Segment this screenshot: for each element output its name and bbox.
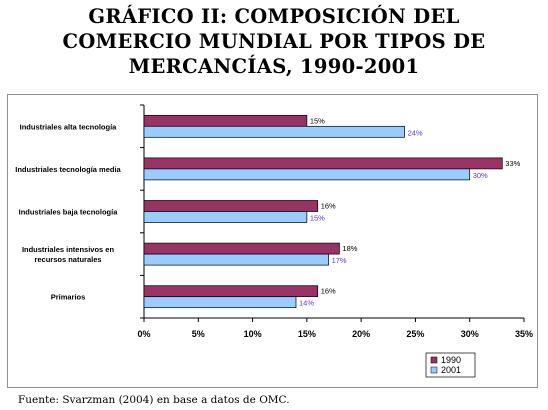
data-label-2001: 24% — [408, 128, 423, 137]
data-label-1990: 15% — [310, 116, 325, 125]
data-label-2001: 30% — [473, 171, 488, 180]
bar-1990 — [143, 285, 319, 298]
bar-2001 — [143, 296, 297, 309]
data-label-1990: 16% — [321, 202, 336, 211]
title-line-3: MERCANCÍAS, 1990-2001 — [128, 55, 420, 78]
x-tick-label: 25% — [406, 329, 424, 339]
category-label: Industriales alta tecnología — [20, 122, 118, 131]
chart-frame: 0% 5% 10% 15% 20% 25% 30% 35% Industriales alta … — [7, 94, 538, 388]
bar-2001 — [143, 125, 405, 138]
title-line-2: COMERCIO MUNDIAL POR TIPOS DE — [62, 30, 486, 53]
data-label-1990: 18% — [342, 244, 357, 253]
category-label: Industriales tecnología media — [15, 165, 121, 174]
bar-chart: 0% 5% 10% 15% 20% 25% 30% 35% Industriales alta … — [15, 104, 533, 378]
title-line-1: GRÁFICO II: COMPOSICIÓN DEL — [88, 5, 460, 28]
category-label: Primarios — [51, 293, 86, 302]
x-tick-label: 20% — [352, 329, 370, 339]
category-label: recursos naturales — [34, 255, 101, 264]
x-tick-label: 10% — [244, 329, 262, 339]
bar-1990 — [143, 157, 503, 170]
bar-2001 — [143, 211, 308, 223]
legend-label-1990: 1990 — [441, 355, 461, 365]
data-label-1990: 33% — [505, 159, 520, 168]
x-tick-label: 15% — [298, 329, 316, 339]
bar-2001 — [143, 168, 471, 181]
data-label-2001: 14% — [299, 299, 314, 308]
x-tick-label: 5% — [192, 329, 205, 339]
legend-label-2001: 2001 — [441, 365, 461, 375]
category-label: Industriales intensivos en — [22, 245, 115, 254]
data-label-2001: 15% — [310, 214, 325, 223]
legend-swatch-2001 — [430, 366, 438, 374]
legend-swatch-1990 — [430, 356, 438, 364]
x-tick-label: 35% — [515, 329, 533, 339]
chart-title: GRÁFICO II: COMPOSICIÓN DEL COMERCIO MUN… — [0, 4, 548, 79]
data-label-1990: 16% — [321, 287, 336, 296]
bar-2001 — [143, 253, 329, 266]
category-label: Industriales baja tecnología — [19, 208, 119, 217]
bar-1990 — [143, 114, 308, 127]
bar-1990 — [143, 200, 319, 212]
source-note: Fuente: Svarzman (2004) en base a datos … — [18, 394, 290, 406]
x-tick-label: 0% — [137, 329, 150, 339]
data-label-2001: 17% — [332, 256, 347, 265]
bar-1990 — [143, 242, 340, 255]
x-tick-label: 30% — [461, 329, 479, 339]
